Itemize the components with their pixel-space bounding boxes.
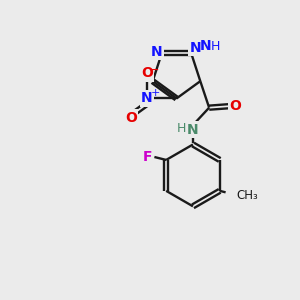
Text: N: N: [151, 45, 162, 59]
Text: O: O: [141, 66, 153, 80]
Text: N: N: [190, 41, 201, 55]
Text: F: F: [142, 150, 152, 164]
Text: CH₃: CH₃: [236, 189, 258, 202]
Text: O: O: [230, 99, 242, 113]
Text: H: H: [177, 122, 186, 135]
Text: N: N: [141, 92, 153, 106]
Text: +: +: [150, 88, 160, 98]
Text: −: −: [149, 64, 160, 77]
Text: O: O: [125, 111, 137, 124]
Text: N: N: [200, 39, 212, 53]
Text: N: N: [187, 123, 199, 137]
Text: H: H: [211, 40, 220, 53]
